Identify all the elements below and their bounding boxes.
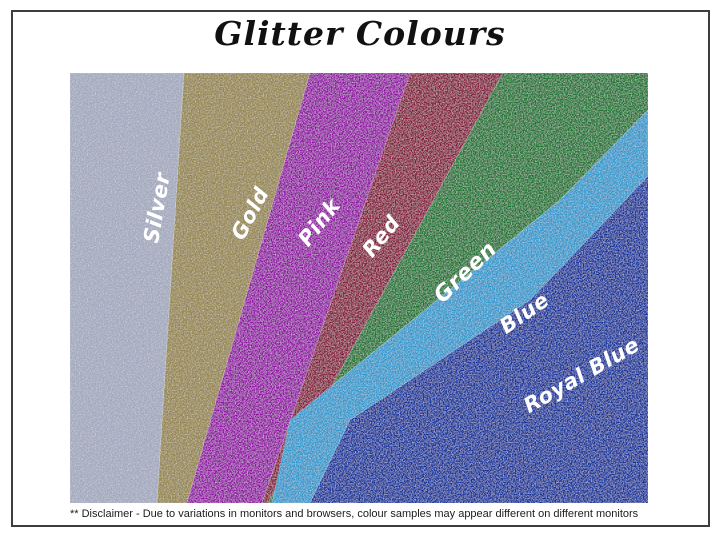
sheet-gold (156, 73, 311, 503)
page-title: Glitter Colours (214, 14, 506, 53)
disclaimer-text: ** Disclaimer - Due to variations in mon… (70, 508, 639, 520)
sheet-silver (70, 73, 185, 503)
sheet-pink (186, 73, 411, 503)
glitter-sheets (70, 73, 648, 503)
sheet-royal-blue (309, 175, 648, 503)
